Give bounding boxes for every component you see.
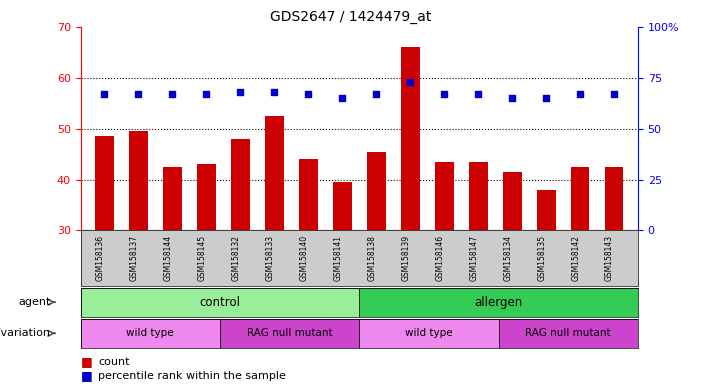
Text: GSM158146: GSM158146 [435,235,444,281]
Bar [95,136,114,230]
Point [575,91,586,97]
Bar [163,167,182,230]
Text: wild type: wild type [126,328,174,338]
Point [472,91,484,97]
Text: ■: ■ [81,355,93,368]
Text: percentile rank within the sample: percentile rank within the sample [98,371,286,381]
Text: GSM158136: GSM158136 [95,235,104,281]
Text: GSM158138: GSM158138 [367,235,376,281]
Point [132,91,144,97]
Point [303,91,314,97]
Text: wild type: wild type [405,328,453,338]
Bar [359,319,498,348]
Point [507,95,518,101]
Text: GSM158139: GSM158139 [401,235,410,281]
Text: GSM158142: GSM158142 [571,235,580,281]
Bar [265,116,284,230]
Point [336,95,348,101]
Text: GSM158137: GSM158137 [130,235,138,281]
Text: RAG null mutant: RAG null mutant [526,328,611,338]
Text: agent: agent [18,297,50,307]
Text: GDS2647 / 1424479_at: GDS2647 / 1424479_at [270,10,431,23]
Point [268,89,280,95]
Point [371,91,382,97]
Bar [571,167,590,230]
Bar [333,182,352,230]
Text: genotype/variation: genotype/variation [0,328,50,338]
Point [404,79,416,85]
Text: GSM158140: GSM158140 [299,235,308,281]
Text: GSM158141: GSM158141 [333,235,342,281]
Bar [498,319,638,348]
Text: GSM158144: GSM158144 [163,235,172,281]
Bar [537,190,555,230]
Text: GSM158135: GSM158135 [537,235,546,281]
Text: control: control [200,296,240,309]
Text: ■: ■ [81,369,93,382]
Point [608,91,620,97]
Bar [129,131,148,230]
Bar [299,159,318,230]
Bar [367,152,386,230]
Text: GSM158134: GSM158134 [503,235,512,281]
Bar [503,172,522,230]
Point [200,91,212,97]
Bar [220,319,359,348]
Text: allergen: allergen [475,296,523,309]
Point [99,91,110,97]
Bar [401,47,420,230]
Bar [197,164,216,230]
Bar [81,319,220,348]
Text: GSM158133: GSM158133 [265,235,274,281]
Bar [605,167,623,230]
Point [235,89,246,95]
Text: GSM158147: GSM158147 [469,235,478,281]
Bar [435,162,454,230]
Text: RAG null mutant: RAG null mutant [247,328,332,338]
Text: GSM158143: GSM158143 [605,235,614,281]
Point [540,95,552,101]
Bar [359,288,638,317]
Bar [231,139,250,230]
Point [167,91,178,97]
Point [439,91,450,97]
Text: GSM158132: GSM158132 [231,235,240,281]
Text: GSM158145: GSM158145 [198,235,206,281]
Text: count: count [98,357,130,367]
Bar [81,288,359,317]
Bar [469,162,487,230]
